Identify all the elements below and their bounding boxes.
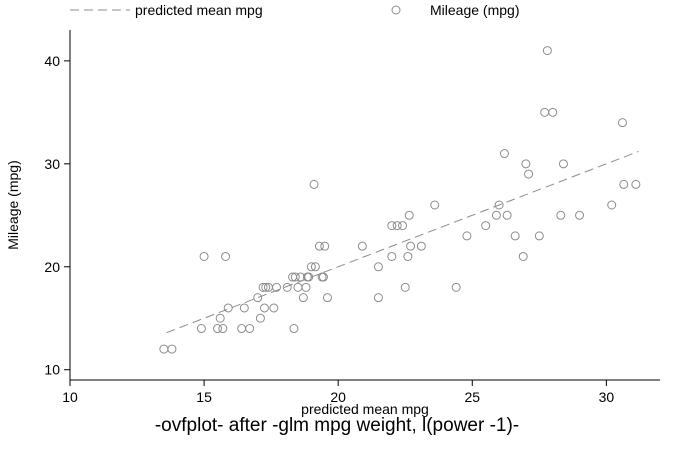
- data-point: [481, 221, 491, 231]
- data-point: [293, 282, 303, 292]
- data-point: [259, 303, 269, 313]
- y-tick-label: 20: [44, 259, 60, 275]
- x-tick-label: 25: [464, 389, 480, 405]
- data-point: [403, 251, 413, 261]
- data-point: [510, 231, 520, 241]
- data-point: [290, 272, 300, 282]
- data-point: [373, 262, 383, 272]
- data-point: [406, 241, 416, 251]
- data-point: [318, 272, 328, 282]
- data-point: [617, 118, 627, 128]
- data-point: [159, 344, 169, 354]
- y-axis-title: Mileage (mpg): [5, 160, 21, 249]
- data-point: [289, 324, 299, 334]
- data-point: [199, 251, 209, 261]
- data-point: [430, 200, 440, 210]
- data-point: [253, 293, 263, 303]
- data-point: [215, 313, 225, 323]
- data-point: [237, 324, 247, 334]
- data-point: [404, 210, 414, 220]
- data-point: [306, 262, 316, 272]
- data-point: [282, 282, 292, 292]
- data-point: [261, 282, 271, 292]
- legend-label-predicted: predicted mean mpg: [135, 2, 263, 18]
- y-tick-label: 30: [44, 156, 60, 172]
- data-point: [524, 169, 534, 179]
- data-point: [269, 303, 279, 313]
- data-point: [540, 107, 550, 117]
- chart-caption: -ovfplot- after -glm mpg weight, l(power…: [155, 415, 519, 436]
- data-point: [310, 262, 320, 272]
- data-point: [357, 241, 367, 251]
- data-point: [309, 179, 319, 189]
- x-tick-label: 15: [196, 389, 212, 405]
- data-point: [548, 107, 558, 117]
- y-tick-label: 40: [44, 53, 60, 69]
- x-tick-label: 20: [330, 389, 346, 405]
- scatter-points-layer: [159, 46, 641, 354]
- x-tick-label: 10: [62, 389, 78, 405]
- fit-line: [166, 151, 639, 334]
- data-point: [542, 46, 552, 56]
- legend-marker-swatch: [391, 5, 401, 15]
- data-point: [502, 210, 512, 220]
- data-point: [416, 241, 426, 251]
- data-point: [607, 200, 617, 210]
- data-point: [451, 282, 461, 292]
- x-axis-ticks: 10 15 20 25 30: [62, 380, 614, 405]
- data-point: [218, 324, 228, 334]
- data-point: [245, 324, 255, 334]
- data-point: [221, 251, 231, 261]
- data-point: [322, 293, 332, 303]
- data-point: [196, 324, 206, 334]
- data-point: [223, 303, 233, 313]
- data-point: [272, 282, 281, 292]
- data-point: [387, 221, 397, 231]
- data-point: [558, 159, 568, 169]
- data-point: [499, 149, 509, 159]
- y-axis-ticks: 10 20 30 40: [44, 53, 70, 378]
- data-point: [398, 221, 408, 231]
- legend-label-mileage: Mileage (mpg): [430, 2, 519, 18]
- data-point: [167, 344, 177, 354]
- legend: predicted mean mpg Mileage (mpg): [70, 2, 519, 18]
- data-point: [619, 179, 629, 189]
- data-point: [556, 210, 566, 220]
- data-point: [301, 282, 311, 292]
- x-axis-title: predicted mean mpg: [301, 401, 429, 417]
- x-tick-label: 30: [599, 389, 615, 405]
- data-point: [239, 303, 249, 313]
- data-point: [304, 272, 314, 282]
- data-point: [258, 282, 268, 292]
- data-point: [575, 210, 585, 220]
- fit-line-layer: [166, 151, 639, 334]
- data-point: [534, 231, 544, 241]
- data-point: [518, 251, 528, 261]
- plot-frame: [69, 30, 660, 381]
- data-point: [494, 200, 504, 210]
- data-point: [462, 231, 472, 241]
- data-point: [521, 159, 531, 169]
- data-point: [213, 324, 222, 334]
- data-point: [314, 241, 324, 251]
- data-point: [631, 179, 641, 189]
- data-point: [320, 241, 330, 251]
- data-point: [400, 282, 410, 292]
- data-point: [255, 313, 265, 323]
- data-point: [298, 293, 308, 303]
- y-tick-label: 10: [44, 362, 60, 378]
- data-point: [387, 251, 397, 261]
- data-point: [392, 221, 402, 231]
- data-point: [491, 210, 501, 220]
- data-point: [373, 293, 383, 303]
